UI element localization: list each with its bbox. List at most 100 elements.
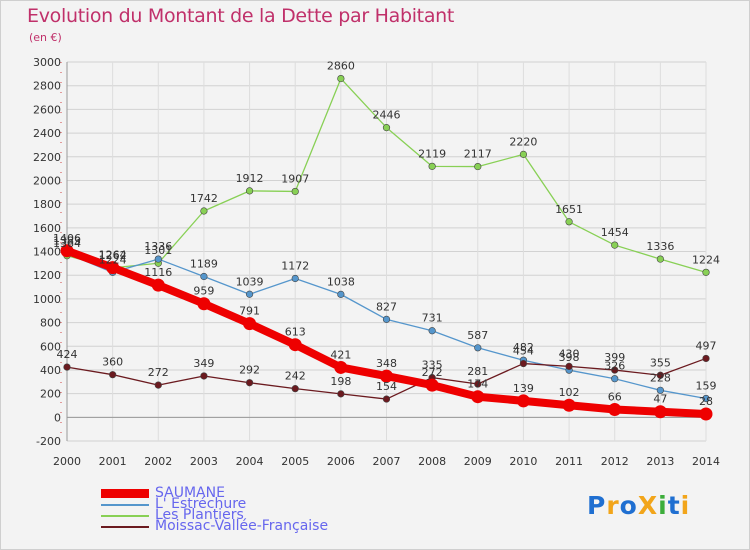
data-label: 292: [239, 364, 260, 377]
data-label: 1336: [144, 240, 172, 253]
data-label: 1224: [692, 253, 720, 266]
data-label: 613: [285, 326, 306, 339]
data-point: [245, 290, 254, 298]
data-label: 1264: [99, 249, 127, 262]
data-label: 242: [285, 370, 306, 383]
data-label: 430: [559, 347, 580, 360]
data-point: [608, 402, 622, 416]
logo-letter: i: [658, 491, 668, 520]
x-tick-label: 2013: [646, 455, 674, 468]
data-label: 1224: [99, 253, 127, 266]
data-point: [428, 162, 436, 170]
data-label: 587: [467, 329, 488, 342]
data-label: 1116: [144, 266, 172, 279]
data-label: 1651: [555, 203, 583, 216]
x-tick-label: 2000: [53, 455, 81, 468]
data-label: 360: [102, 356, 123, 369]
x-tick-label: 2009: [464, 455, 492, 468]
y-tick-label: 2000: [33, 174, 61, 187]
data-label: 482: [513, 341, 534, 354]
data-label: 1912: [236, 172, 264, 185]
legend-label: SAUMANE: [155, 485, 225, 501]
y-tick-label: 1800: [33, 198, 61, 211]
y-tick-label: 2800: [33, 80, 61, 93]
data-point: [151, 278, 165, 292]
data-label: 791: [239, 305, 260, 318]
data-label: 1383: [53, 235, 81, 248]
data-point: [474, 162, 482, 171]
data-label: 421: [330, 348, 351, 361]
data-point: [337, 290, 345, 298]
x-tick-label: 2004: [236, 455, 264, 468]
data-point: [474, 380, 482, 388]
data-label: 102: [559, 386, 580, 399]
x-tick-label: 2011: [555, 455, 583, 468]
x-tick-label: 2008: [418, 455, 446, 468]
data-point: [425, 378, 439, 392]
y-tick-label: 2600: [33, 103, 61, 116]
data-point: [519, 359, 528, 368]
data-label: 1301: [144, 244, 172, 257]
y-tick-label: 200: [40, 388, 61, 401]
data-point: [656, 371, 664, 379]
y-tick-label: 2400: [33, 127, 61, 140]
data-label: 2446: [373, 109, 401, 122]
x-tick-label: 2005: [281, 455, 309, 468]
data-point: [382, 315, 391, 323]
data-point: [291, 187, 299, 196]
data-label: 1364: [53, 237, 81, 250]
data-label: 66: [608, 390, 622, 403]
data-label: 47: [653, 393, 667, 406]
data-point: [243, 317, 257, 331]
x-tick-label: 2014: [692, 455, 720, 468]
data-label: 174: [467, 378, 488, 391]
data-point: [291, 385, 299, 393]
data-label: 1038: [327, 275, 355, 288]
x-tick-label: 2002: [144, 455, 172, 468]
y-tick-label: 1000: [33, 293, 61, 306]
data-label: 139: [513, 382, 534, 395]
data-point: [519, 150, 528, 158]
y-tick-label: 2200: [33, 151, 61, 164]
data-point: [337, 390, 345, 398]
data-label: 272: [148, 366, 169, 379]
legend-swatch: [101, 515, 149, 517]
data-label: 326: [604, 360, 625, 373]
data-point: [702, 394, 710, 403]
data-label: 454: [513, 345, 534, 358]
data-point: [337, 74, 345, 83]
y-tick-label: 1200: [33, 269, 61, 282]
data-point: [562, 398, 576, 412]
legend-label: Les Plantiers: [155, 507, 244, 523]
logo-letter: i: [680, 491, 691, 520]
data-point: [653, 405, 667, 419]
legend-label: L' Estréchure: [155, 496, 247, 512]
data-point: [245, 379, 254, 387]
data-point: [428, 327, 436, 335]
data-point: [200, 272, 208, 281]
data-point: [334, 360, 348, 374]
x-tick-label: 2012: [601, 455, 629, 468]
chart-title: Evolution du Montant de la Dette par Hab…: [27, 5, 455, 27]
y-tick-label: 800: [40, 317, 61, 330]
data-point: [656, 255, 664, 263]
x-tick-label: 2007: [373, 455, 401, 468]
data-point: [154, 255, 162, 263]
data-label: 1039: [236, 275, 264, 288]
data-point: [154, 381, 162, 389]
data-label: 1742: [190, 192, 218, 205]
data-point: [291, 274, 299, 283]
legend-swatch: [101, 526, 149, 528]
data-point: [702, 268, 710, 276]
x-tick-label: 2001: [99, 455, 127, 468]
data-point: [471, 390, 485, 404]
data-point: [611, 241, 619, 249]
y-tick-label: 0: [54, 411, 61, 424]
data-point: [288, 338, 302, 352]
logo-letter: X: [637, 491, 659, 520]
chart-subtitle: (en €): [29, 31, 62, 44]
data-label: 497: [696, 339, 717, 352]
x-tick-label: 2010: [509, 455, 537, 468]
data-label: 1907: [281, 172, 309, 185]
